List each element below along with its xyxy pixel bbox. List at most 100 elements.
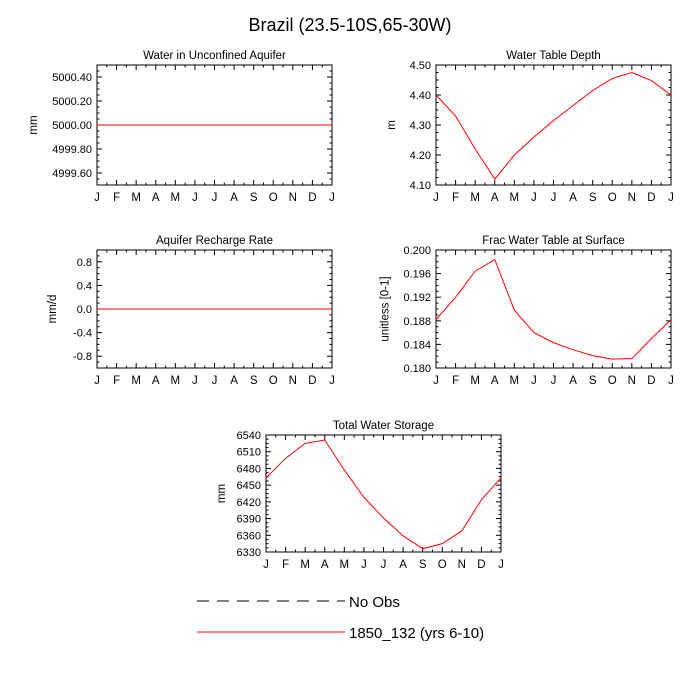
y-tick-label: 0.180: [403, 363, 431, 375]
x-tick-label: M: [470, 375, 480, 387]
x-tick-label: J: [551, 375, 557, 387]
legend-model-label: 1850_132 (yrs 6-10): [349, 625, 484, 642]
y-tick-label: 6390: [237, 514, 261, 526]
y-tick-label: 4.10: [410, 180, 431, 192]
x-tick-label: A: [230, 192, 238, 204]
y-tick-label: 4999.60: [52, 168, 92, 180]
y-tick-label: 0.196: [403, 269, 431, 281]
x-tick-label: A: [399, 559, 407, 571]
x-tick-label: A: [152, 375, 160, 387]
x-tick-label: F: [113, 375, 120, 387]
x-tick-label: M: [340, 559, 350, 571]
x-tick-label: A: [321, 559, 329, 571]
x-tick-label: A: [569, 192, 577, 204]
legend-obs-label: No Obs: [349, 594, 400, 611]
y-tick-label: 6510: [237, 447, 261, 459]
x-tick-label: J: [94, 375, 100, 387]
x-tick-label: M: [470, 192, 480, 204]
y-tick-label: 6420: [237, 497, 261, 509]
x-tick-label: O: [269, 192, 278, 204]
x-tick-label: M: [131, 375, 141, 387]
y-axis-label: mm: [216, 484, 228, 503]
y-axis-label: unitless [0-1]: [380, 276, 392, 341]
x-tick-label: A: [491, 192, 499, 204]
y-axis-label: m: [386, 120, 398, 130]
y-tick-label: 0.200: [403, 245, 431, 257]
x-tick-label: D: [477, 559, 485, 571]
x-tick-label: J: [531, 375, 537, 387]
x-tick-label: S: [250, 375, 258, 387]
x-tick-label: O: [608, 192, 617, 204]
y-tick-label: 4999.80: [52, 144, 92, 156]
x-tick-label: A: [152, 192, 160, 204]
x-tick-label: J: [381, 559, 387, 571]
x-tick-label: D: [647, 192, 655, 204]
y-tick-label: 6540: [237, 430, 261, 442]
x-tick-label: D: [647, 375, 655, 387]
y-tick-label: 0.184: [403, 339, 431, 351]
y-tick-label: 4.20: [410, 150, 431, 162]
x-tick-label: A: [491, 375, 499, 387]
panel-title: Frac Water Table at Surface: [482, 235, 625, 247]
y-tick-label: 4.30: [410, 120, 431, 132]
y-tick-label: 4.50: [410, 60, 431, 72]
x-tick-label: J: [329, 375, 335, 387]
plot-frame: [435, 249, 672, 369]
legend: No Obs 1850_132 (yrs 6-10): [197, 594, 484, 642]
y-tick-label: 0.188: [403, 316, 431, 328]
x-tick-label: J: [192, 375, 198, 387]
x-tick-label: N: [628, 192, 636, 204]
x-tick-label: S: [419, 559, 427, 571]
y-tick-label: 5000.40: [52, 72, 92, 84]
panel-title: Total Water Storage: [333, 420, 434, 432]
x-tick-label: J: [668, 375, 674, 387]
x-tick-label: J: [212, 375, 218, 387]
y-tick-label: 0.0: [77, 304, 92, 316]
x-tick-label: J: [329, 192, 335, 204]
panel-title: Water Table Depth: [506, 50, 601, 62]
x-tick-label: N: [458, 559, 466, 571]
x-tick-label: J: [498, 559, 504, 571]
plot-frame: [265, 434, 502, 553]
x-tick-label: F: [282, 559, 289, 571]
x-tick-label: M: [171, 192, 181, 204]
series-line-model: [265, 439, 502, 550]
x-tick-label: J: [212, 192, 218, 204]
y-tick-label: 4.40: [410, 90, 431, 102]
x-tick-label: D: [308, 192, 316, 204]
figure-title: Brazil (23.5-10S,65-30W): [248, 15, 451, 35]
x-tick-label: J: [531, 192, 537, 204]
x-tick-label: O: [269, 375, 278, 387]
x-tick-label: S: [250, 192, 258, 204]
y-tick-label: 5000.20: [52, 96, 92, 108]
y-tick-label: 0.8: [77, 257, 92, 269]
series-line-model: [435, 71, 672, 180]
x-tick-label: O: [608, 375, 617, 387]
y-tick-label: 0.192: [403, 292, 431, 304]
x-tick-label: S: [589, 375, 597, 387]
x-tick-label: S: [589, 192, 597, 204]
panel-title: Water in Unconfined Aquifer: [143, 50, 286, 62]
x-tick-label: J: [263, 559, 269, 571]
y-axis-label: mm: [28, 115, 40, 134]
x-tick-label: J: [551, 192, 557, 204]
x-tick-label: J: [94, 192, 100, 204]
x-tick-label: N: [628, 375, 636, 387]
y-tick-label: 0.4: [77, 280, 92, 292]
x-tick-label: F: [452, 192, 459, 204]
x-tick-label: M: [131, 192, 141, 204]
y-tick-label: -0.8: [73, 351, 92, 363]
x-tick-label: J: [192, 192, 198, 204]
y-axis-label: mm/d: [47, 295, 59, 324]
x-tick-label: N: [289, 375, 297, 387]
x-tick-label: M: [510, 192, 520, 204]
series-line-model: [435, 258, 672, 360]
y-tick-label: 6450: [237, 480, 261, 492]
x-tick-label: M: [300, 559, 310, 571]
x-tick-label: D: [308, 375, 316, 387]
